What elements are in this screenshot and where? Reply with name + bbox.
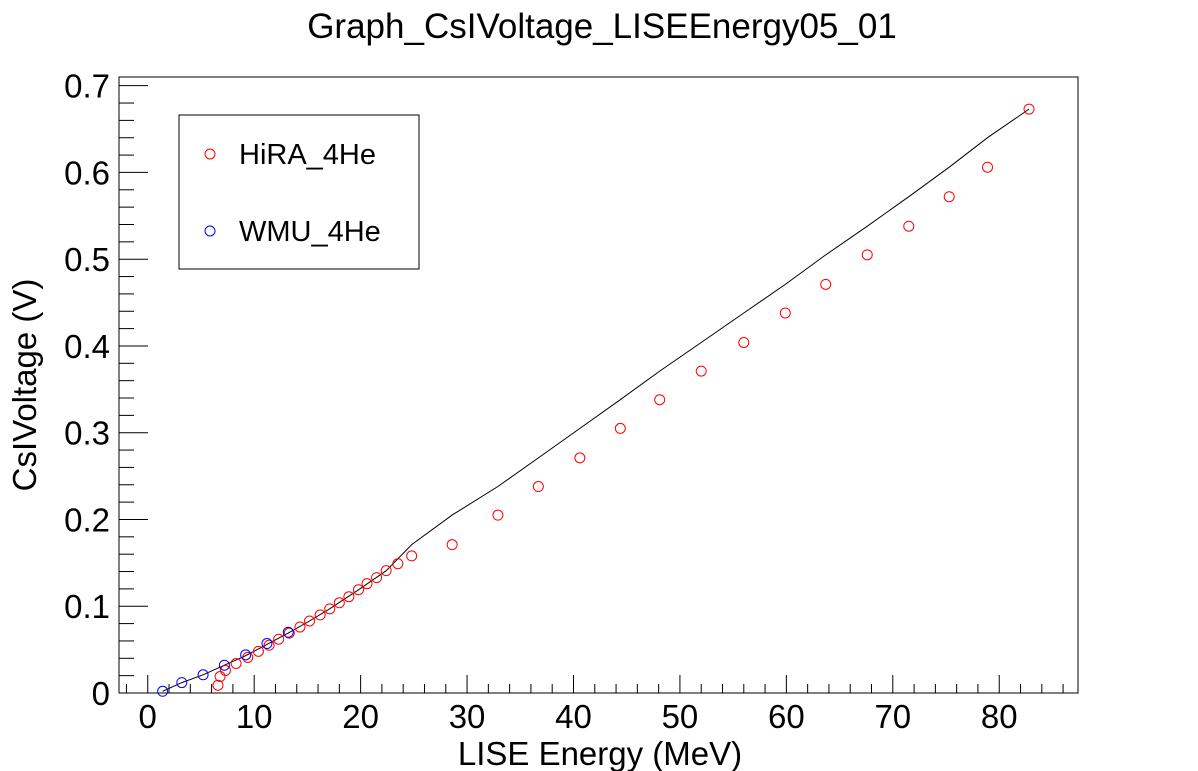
data-point-hira-4he <box>492 509 504 521</box>
y-tick-label: 0.6 <box>64 154 110 191</box>
chart-title: Graph_CsIVoltage_LISEEnergy05_01 <box>307 7 897 46</box>
y-tick-label: 0.3 <box>64 415 110 452</box>
y-tick-label: 0.5 <box>64 241 110 278</box>
data-point-hira-4he <box>392 558 404 570</box>
data-point-hira-4he <box>574 452 586 464</box>
data-point-hira-4he <box>324 603 336 615</box>
x-tick-label: 30 <box>449 698 486 735</box>
data-point-hira-4he <box>861 249 873 261</box>
data-point-hira-4he <box>738 336 750 348</box>
data-point-hira-4he <box>263 639 275 651</box>
plot-frame <box>118 76 1079 694</box>
y-axis-ticks <box>119 85 148 694</box>
data-point-hira-4he <box>314 609 326 621</box>
legend-box <box>178 114 420 270</box>
data-point-hira-4he <box>212 679 224 691</box>
data-point-hira-4he <box>219 664 231 676</box>
x-tick-label: 60 <box>768 698 805 735</box>
data-point-hira-4he <box>242 651 254 663</box>
legend-label-hira-4he: HiRA_4He <box>239 139 376 171</box>
data-point-hira-4he <box>695 365 707 377</box>
data-point-hira-4he <box>273 633 285 645</box>
data-point-wmu-4he <box>218 659 230 671</box>
x-tick-label: 80 <box>981 698 1018 735</box>
legend-marker-wmu-4he <box>204 225 216 237</box>
data-point-hira-4he <box>294 621 306 633</box>
data-point-wmu-4he <box>176 677 188 689</box>
data-point-hira-4he <box>283 627 295 639</box>
data-point-hira-4he <box>943 191 955 203</box>
x-tick-label: 10 <box>236 698 273 735</box>
data-point-hira-4he <box>820 278 832 290</box>
y-tick-label: 0.2 <box>64 501 110 538</box>
data-point-hira-4he <box>446 539 458 551</box>
data-point-wmu-4he <box>197 669 209 681</box>
data-point-hira-4he <box>654 394 666 406</box>
x-tick-label: 50 <box>662 698 699 735</box>
data-point-hira-4he <box>252 645 264 657</box>
data-point-hira-4he <box>380 565 392 577</box>
data-points <box>157 103 1035 697</box>
data-point-hira-4he <box>614 422 626 434</box>
data-point-wmu-4he <box>282 626 294 638</box>
y-tick-label: 0.7 <box>64 68 110 105</box>
data-point-hira-4he <box>333 597 345 609</box>
data-point-hira-4he <box>371 572 383 584</box>
y-tick-label: 0.4 <box>64 328 110 365</box>
x-tick-label: 0 <box>139 698 157 735</box>
y-axis-label: CsIVoltage (V) <box>6 279 43 492</box>
data-point-wmu-4he <box>240 649 252 661</box>
data-point-hira-4he <box>406 550 418 562</box>
data-point-hira-4he <box>343 591 355 603</box>
data-point-hira-4he <box>532 481 544 493</box>
data-point-hira-4he <box>230 658 242 670</box>
fit-line <box>162 108 1030 692</box>
data-point-hira-4he <box>779 307 791 319</box>
x-axis-tick-labels: 0 10 20 30 40 50 60 70 80 <box>139 698 1018 735</box>
data-point-hira-4he <box>304 615 316 627</box>
data-point-hira-4he <box>1023 103 1035 115</box>
data-point-hira-4he <box>214 671 226 683</box>
x-axis-label: LISE Energy (MeV) <box>458 735 742 771</box>
data-point-wmu-4he <box>157 685 169 697</box>
x-tick-label: 20 <box>342 698 379 735</box>
legend-label-wmu-4he: WMU_4He <box>239 216 381 248</box>
x-tick-label: 40 <box>555 698 592 735</box>
y-tick-label: 0 <box>92 675 110 712</box>
y-tick-label: 0.1 <box>64 588 110 625</box>
x-axis-ticks <box>125 675 1064 693</box>
x-tick-label: 70 <box>874 698 911 735</box>
data-point-hira-4he <box>361 578 373 590</box>
legend-marker-hira-4he <box>204 148 216 160</box>
legend: HiRA_4He WMU_4He <box>178 114 420 270</box>
data-point-wmu-4he <box>261 638 273 650</box>
y-axis-tick-labels: 0 0.1 0.2 0.3 0.4 0.5 0.6 0.7 <box>64 68 110 712</box>
data-point-hira-4he <box>982 161 994 173</box>
data-point-hira-4he <box>352 584 364 596</box>
data-point-hira-4he <box>903 220 915 232</box>
